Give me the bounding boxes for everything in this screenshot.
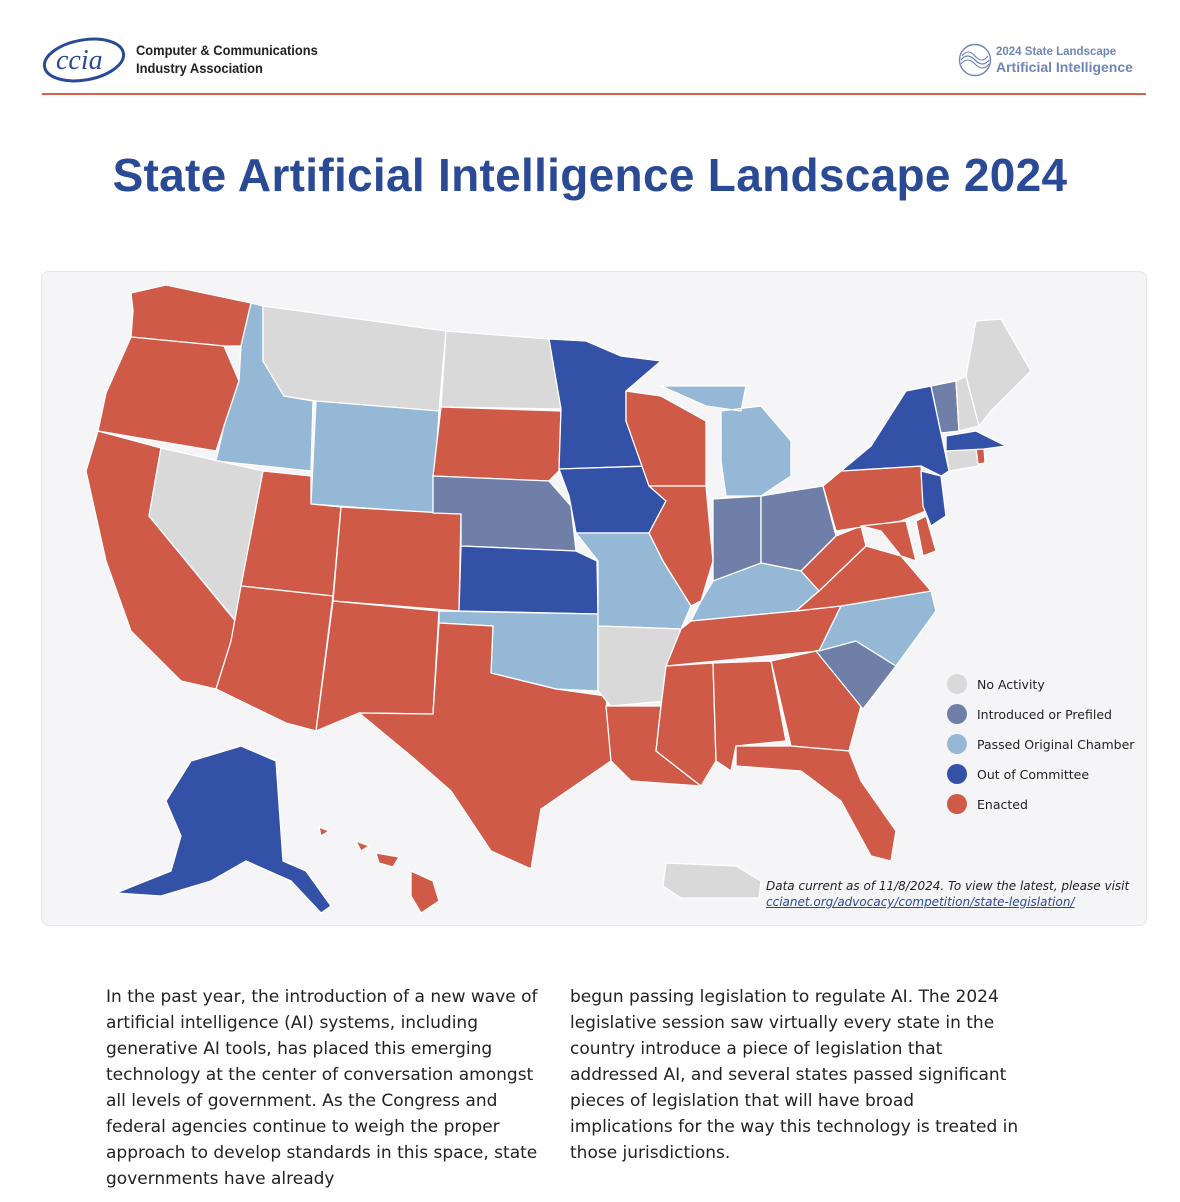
state-MT[interactable]	[262, 305, 447, 412]
state-WV[interactable]	[800, 525, 867, 592]
state-HI[interactable]	[318, 826, 440, 914]
report-badge: 2024 State Landscape Artificial Intellig…	[954, 42, 1146, 78]
state-NY[interactable]	[840, 385, 950, 477]
state-MD[interactable]	[860, 520, 917, 562]
state-NJ[interactable]	[920, 470, 947, 527]
state-IL[interactable]	[648, 485, 714, 607]
legend-item-out-of-committee: Out of Committee	[947, 759, 1134, 789]
ccia-logo: ccia	[42, 37, 126, 83]
legend-label: Passed Original Chamber	[977, 736, 1135, 752]
legislation-tracker-link[interactable]: ccianet.org/advocacy/competition/state-l…	[766, 895, 1075, 909]
state-DE[interactable]	[915, 515, 937, 557]
legend-label: Enacted	[977, 796, 1028, 812]
legend-item-introduced: Introduced or Prefiled	[947, 699, 1134, 729]
state-PA[interactable]	[822, 465, 927, 532]
header-divider	[42, 93, 1146, 95]
badge-line1: 2024 State Landscape	[996, 46, 1117, 58]
legend-swatch	[947, 794, 967, 814]
legend-swatch	[947, 674, 967, 694]
state-FL[interactable]	[735, 745, 897, 862]
legend-label: Out of Committee	[977, 766, 1090, 782]
state-WY[interactable]	[310, 400, 440, 514]
state-ME[interactable]	[965, 318, 1032, 427]
us-state-map	[85, 284, 1032, 914]
page-header: ccia Computer & Communications Industry …	[42, 32, 1146, 94]
org-name-line1: Computer & Communications	[136, 42, 318, 58]
map-legend: No Activity Introduced or Prefiled Passe…	[947, 669, 1134, 819]
logo-wordmark: ccia	[56, 45, 103, 76]
legend-swatch	[947, 704, 967, 724]
page-title: State Artificial Intelligence Landscape …	[112, 149, 1068, 201]
legend-item-no-activity: No Activity	[947, 669, 1134, 699]
state-GA[interactable]	[770, 650, 862, 752]
state-WA[interactable]	[130, 284, 252, 347]
data-footnote: Data current as of 11/8/2024. To view th…	[766, 878, 1136, 910]
org-name-line2: Industry Association	[136, 60, 263, 76]
state-RI[interactable]	[975, 447, 986, 465]
badge-text: 2024 State Landscape Artificial Intellig…	[996, 46, 1146, 75]
badge-line2: Artificial Intelligence	[996, 59, 1133, 75]
org-name: Computer & Communications Industry Assoc…	[136, 41, 318, 77]
legend-item-passed-chamber: Passed Original Chamber	[947, 729, 1134, 759]
legend-label: No Activity	[977, 676, 1045, 692]
intro-paragraph-col1: In the past year, the introduction of a …	[106, 987, 538, 1189]
state-SD[interactable]	[432, 406, 562, 482]
state-NM[interactable]	[315, 600, 440, 732]
state-MI[interactable]	[660, 385, 792, 497]
legend-label: Introduced or Prefiled	[977, 706, 1112, 722]
state-MA[interactable]	[945, 430, 1007, 452]
legend-swatch	[947, 764, 967, 784]
footnote-text: Data current as of 11/8/2024. To view th…	[766, 879, 1130, 893]
legend-swatch	[947, 734, 967, 754]
state-OR[interactable]	[97, 336, 240, 452]
state-AR[interactable]	[597, 625, 682, 707]
state-TX[interactable]	[358, 622, 612, 870]
globe-wave-icon	[958, 43, 992, 77]
state-PR[interactable]	[662, 862, 762, 899]
state-ND[interactable]	[440, 330, 562, 410]
intro-paragraph-col2: begun passing legislation to regulate AI…	[570, 987, 1019, 1163]
legend-item-enacted: Enacted	[947, 789, 1134, 819]
map-panel: No Activity Introduced or Prefiled Passe…	[41, 271, 1147, 926]
state-CO[interactable]	[332, 506, 462, 612]
state-AK[interactable]	[115, 745, 332, 914]
state-KS[interactable]	[458, 545, 599, 615]
